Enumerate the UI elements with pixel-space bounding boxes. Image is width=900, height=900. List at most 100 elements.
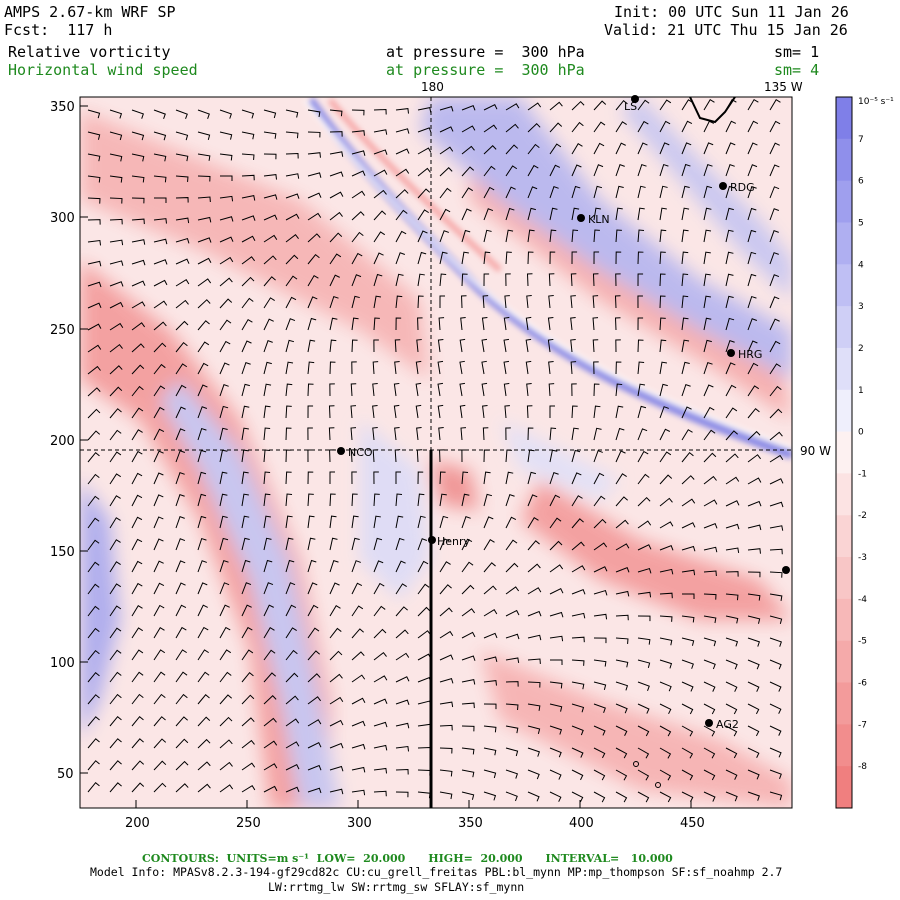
wind-barb <box>615 185 624 199</box>
wind-barb <box>351 231 364 243</box>
wind-barb <box>681 406 692 419</box>
wind-barb <box>285 361 294 375</box>
wind-barb <box>328 427 335 441</box>
wind-barb <box>461 631 476 639</box>
wind-barb <box>681 593 695 599</box>
wind-barb <box>285 233 299 243</box>
wind-barb <box>703 681 716 692</box>
wind-barb <box>483 632 498 639</box>
wind-barb <box>747 681 760 692</box>
wind-barb <box>439 295 446 309</box>
wind-barb <box>175 175 189 183</box>
wind-barb <box>219 216 234 222</box>
wind-barb <box>109 281 124 287</box>
wind-barb <box>329 627 342 639</box>
wind-barb <box>637 725 650 737</box>
wind-barb <box>725 523 740 530</box>
wind-barb <box>483 585 497 595</box>
wind-barb <box>460 317 466 331</box>
wind-barb <box>615 725 628 737</box>
wind-barb <box>329 650 343 661</box>
wind-barb <box>372 427 378 441</box>
wind-barb <box>527 769 540 780</box>
wind-barb <box>615 519 629 529</box>
wind-barb <box>439 106 454 112</box>
wind-barb <box>131 627 143 639</box>
wind-barb <box>197 109 210 119</box>
wind-barb <box>417 209 429 221</box>
wind-barb <box>725 317 735 331</box>
wind-barb <box>505 791 518 802</box>
wind-barb <box>439 167 453 177</box>
wind-barb <box>219 153 233 161</box>
wind-barb <box>175 299 189 309</box>
wind-barb <box>571 207 580 221</box>
wind-barb <box>483 124 498 133</box>
wind-barb <box>87 239 102 246</box>
wind-barb <box>615 769 628 781</box>
wind-barb <box>593 747 606 759</box>
station-label-nco: NCO <box>348 446 373 459</box>
wind-barb <box>87 782 100 793</box>
y-tick-350: 350 <box>50 100 75 115</box>
wind-barb <box>615 164 625 177</box>
wind-barb <box>329 339 337 353</box>
wind-barb <box>153 671 166 683</box>
wind-barb <box>769 478 784 485</box>
wind-barb <box>461 471 469 485</box>
wind-barb <box>329 582 340 595</box>
wind-barb <box>329 361 336 375</box>
wind-barb <box>153 321 167 331</box>
wind-barb <box>637 99 650 111</box>
wind-barb <box>571 383 577 397</box>
wind-barb <box>703 747 716 759</box>
wind-barb <box>351 361 357 375</box>
wind-barb <box>219 256 234 265</box>
wind-barb <box>241 559 251 573</box>
wind-barb <box>153 175 167 183</box>
wind-barb <box>351 720 366 727</box>
wind-barb <box>615 383 623 397</box>
wind-barb <box>461 493 470 507</box>
wind-barb <box>593 566 608 573</box>
wind-barb <box>285 213 300 221</box>
wind-barb <box>131 738 144 749</box>
wind-barb <box>437 360 444 375</box>
wind-barb <box>549 635 564 642</box>
wind-barb <box>241 276 255 287</box>
wind-barb <box>459 382 466 397</box>
wind-barb <box>571 769 584 781</box>
wind-barb <box>219 784 234 793</box>
wind-barb <box>351 697 366 705</box>
wind-barb <box>439 126 454 133</box>
wind-barb <box>461 584 475 595</box>
wind-barb <box>241 362 251 375</box>
wind-barb <box>285 318 296 331</box>
wind-barb <box>725 453 739 463</box>
wind-barb <box>549 540 563 551</box>
wind-barb <box>769 99 781 111</box>
wind-barb <box>703 791 716 802</box>
wind-barb <box>175 693 188 705</box>
wind-barb <box>659 747 672 759</box>
wind-barb <box>526 273 533 287</box>
wind-barb <box>747 524 762 531</box>
wind-barb <box>747 318 758 331</box>
wind-barb <box>219 109 232 119</box>
wind-barb <box>307 559 317 573</box>
y-tick-300: 300 <box>50 211 75 226</box>
wind-barb <box>197 604 208 617</box>
wind-barb <box>482 295 489 309</box>
wind-barb <box>307 742 322 749</box>
wind-barb <box>131 239 146 245</box>
wind-barb <box>769 725 782 736</box>
wind-barb <box>109 693 122 705</box>
wind-barb <box>263 672 277 683</box>
wind-barb <box>87 219 101 225</box>
wind-barb <box>285 649 298 661</box>
wind-barb <box>395 128 410 134</box>
wind-barb <box>197 341 210 353</box>
wind-barb <box>153 494 164 507</box>
wind-barb <box>527 517 539 529</box>
